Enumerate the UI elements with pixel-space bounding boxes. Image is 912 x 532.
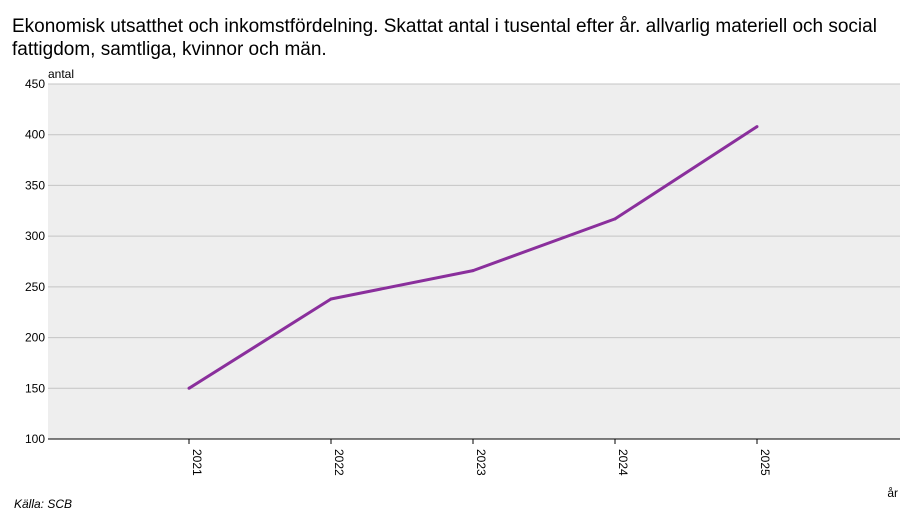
data-point: [613, 217, 617, 221]
x-tick-label: 2022: [332, 449, 346, 476]
chart-title: Ekonomisk utsatthet och inkomstfördelnin…: [12, 16, 877, 60]
y-tick-label: 350: [25, 178, 45, 192]
x-tick-label: 2024: [616, 449, 630, 476]
source-note: Källa: SCB: [14, 497, 73, 511]
data-point: [187, 386, 191, 390]
data-point: [471, 269, 475, 273]
y-axis-label: antal: [48, 67, 74, 81]
y-tick-label: 200: [25, 331, 45, 345]
series-group: [187, 125, 759, 390]
plot-area: [48, 84, 900, 439]
data-point: [329, 297, 333, 301]
x-axis-label: år: [887, 486, 898, 500]
data-point: [755, 125, 759, 129]
x-axis-ticks: 2021 2022 2023 2024 2025: [188, 439, 772, 476]
x-tick-label: 2025: [758, 449, 772, 476]
y-tick-label: 400: [25, 128, 45, 142]
y-tick-label: 300: [25, 229, 45, 243]
x-tick-label: 2023: [474, 449, 488, 476]
y-tick-label: 250: [25, 280, 45, 294]
y-tick-label: 450: [25, 77, 45, 91]
x-tick-label: 2021: [190, 449, 204, 476]
y-tick-label: 100: [25, 432, 45, 446]
y-axis-ticks: 100 150 200 250 300 350 400 450: [25, 77, 45, 446]
gridlines: [48, 83, 900, 389]
y-tick-label: 150: [25, 381, 45, 395]
